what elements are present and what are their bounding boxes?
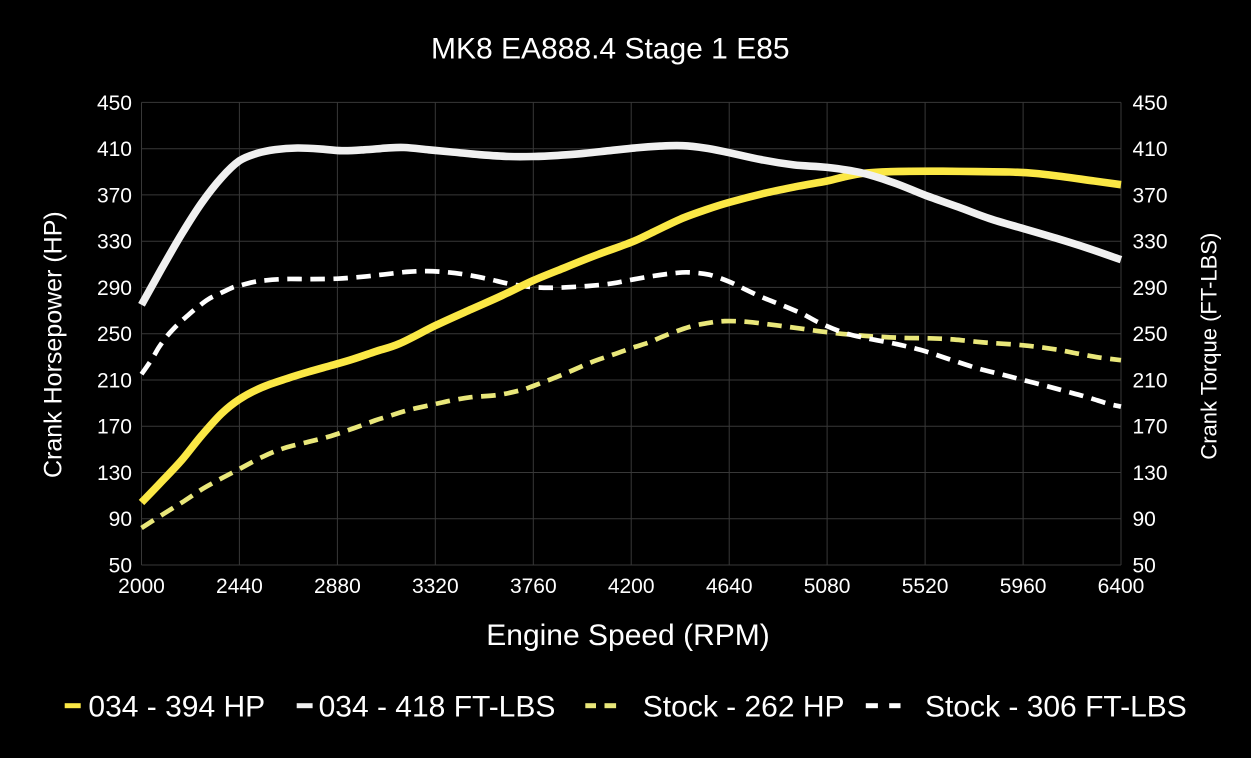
svg-text:4200: 4200 [608,575,655,598]
svg-text:Crank Torque (FT-LBS): Crank Torque (FT-LBS) [1197,233,1222,460]
svg-text:034 - 418 FT-LBS: 034 - 418 FT-LBS [319,691,556,724]
svg-text:2880: 2880 [314,575,361,598]
svg-text:450: 450 [1133,92,1168,115]
svg-text:370: 370 [1133,184,1168,207]
svg-text:410: 410 [1133,138,1168,161]
svg-text:370: 370 [97,184,132,207]
svg-text:50: 50 [109,555,132,578]
svg-text:6400: 6400 [1098,575,1145,598]
svg-text:90: 90 [1133,508,1156,531]
svg-text:170: 170 [97,416,132,439]
svg-text:2440: 2440 [216,575,263,598]
svg-text:3760: 3760 [510,575,557,598]
svg-text:210: 210 [1133,370,1168,393]
svg-text:50: 50 [1133,555,1156,578]
svg-text:90: 90 [109,508,132,531]
svg-text:034 - 394 HP: 034 - 394 HP [88,691,265,724]
svg-text:MK8 EA888.4 Stage 1 E85: MK8 EA888.4 Stage 1 E85 [431,33,790,66]
svg-text:Stock - 262 HP: Stock - 262 HP [643,691,845,724]
svg-text:130: 130 [97,462,132,485]
svg-text:5520: 5520 [902,575,949,598]
svg-text:330: 330 [1133,231,1168,254]
svg-text:450: 450 [97,92,132,115]
svg-text:3320: 3320 [412,575,459,598]
svg-text:130: 130 [1133,462,1168,485]
svg-text:410: 410 [97,138,132,161]
svg-text:250: 250 [97,323,132,346]
svg-text:290: 290 [97,277,132,300]
svg-text:170: 170 [1133,416,1168,439]
svg-text:Engine Speed (RPM): Engine Speed (RPM) [486,619,769,652]
svg-text:Stock - 306 FT-LBS: Stock - 306 FT-LBS [925,691,1187,724]
svg-text:5080: 5080 [804,575,851,598]
svg-text:4640: 4640 [706,575,753,598]
svg-text:290: 290 [1133,277,1168,300]
svg-text:Crank Horsepower (HP): Crank Horsepower (HP) [40,211,68,478]
svg-text:5960: 5960 [1000,575,1047,598]
svg-text:210: 210 [97,370,132,393]
svg-text:330: 330 [97,231,132,254]
svg-text:2000: 2000 [118,575,165,598]
svg-text:250: 250 [1133,323,1168,346]
